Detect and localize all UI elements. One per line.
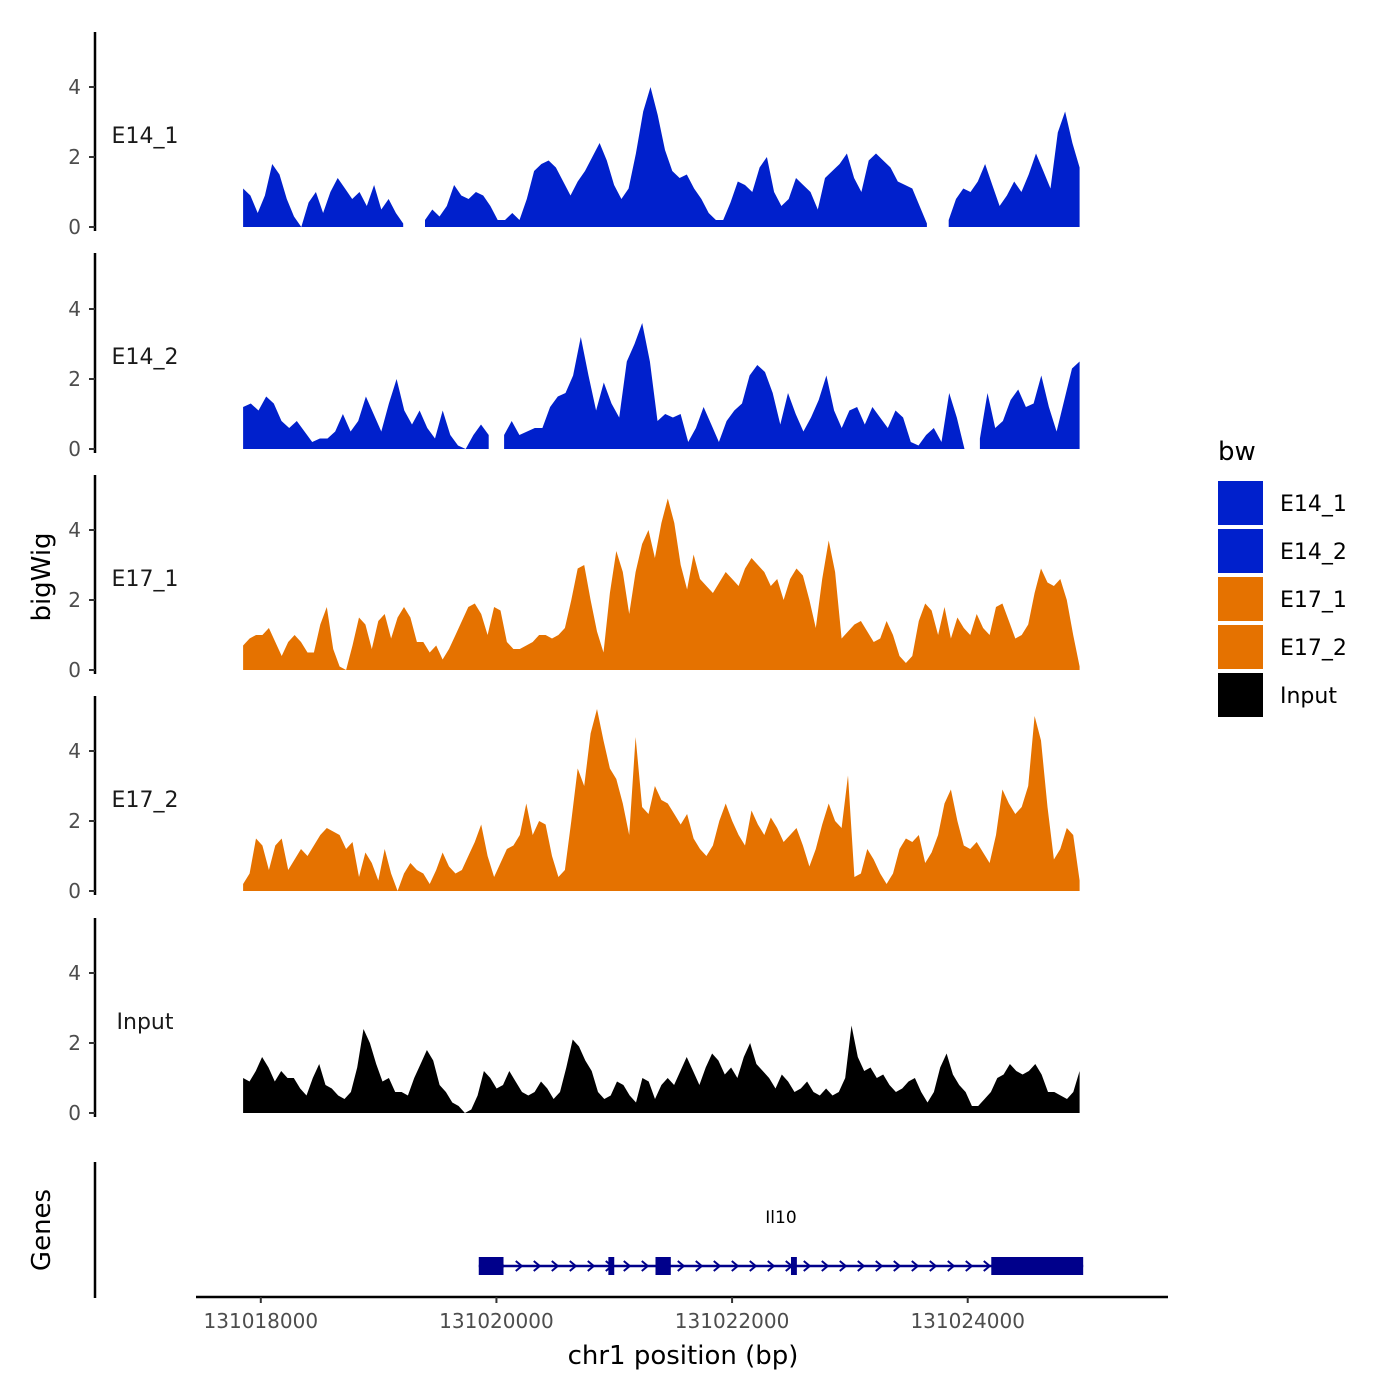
genes-panel: Il10 [93,1162,1084,1298]
coverage-area [243,379,489,449]
y-tick-label: 0 [68,1101,81,1125]
gene-il10: Il10 [478,1208,1084,1275]
y-tick-label: 2 [68,809,81,833]
coverage-area [948,111,1080,227]
strand-arrow [857,1260,866,1272]
genes-axis-title: Genes [27,1189,57,1271]
strand-arrow [767,1260,776,1272]
strand-arrow [551,1260,560,1272]
gene-exon [608,1257,615,1275]
legend-swatch [1218,673,1263,717]
y-tick-label: 4 [68,75,81,99]
y-tick-label: 0 [68,658,81,682]
strand-arrow [695,1260,704,1272]
track-e17-2: 0 2 4 E17_2 [68,696,1080,903]
strand-arrow [731,1260,740,1272]
gene-exon [991,1257,1084,1275]
legend: bw E14_1 E14_2 E17_1 E17_2 Input [1218,437,1347,717]
strand-arrow [515,1260,524,1272]
track-e17-1: 0 2 4 E17_1 [68,475,1080,682]
strand-arrow [803,1260,812,1272]
strand-arrow [533,1260,542,1272]
track-label: E17_1 [112,567,179,592]
strand-arrow [893,1260,902,1272]
legend-item: E14_1 [1218,481,1347,525]
legend-swatch [1218,529,1263,573]
strand-arrow [839,1260,848,1272]
legend-swatch [1218,625,1263,669]
legend-label: E14_2 [1280,540,1347,565]
y-tick-label: 2 [68,145,81,169]
x-tick-label: 131022000 [675,1309,790,1333]
legend-label: E17_1 [1280,588,1347,613]
y-tick-label: 4 [68,739,81,763]
strand-arrow [713,1260,722,1272]
coverage-area [504,323,965,449]
gene-exon [478,1257,504,1275]
strand-arrow [947,1260,956,1272]
track-input: 0 2 4 Input [68,918,1080,1125]
strand-arrow [965,1260,974,1272]
y-axis-title: bigWig [27,532,57,621]
legend-title: bw [1218,437,1256,467]
legend-item: E17_2 [1218,625,1347,669]
strand-arrow [911,1260,920,1272]
strand-arrow [749,1260,758,1272]
y-tick-label: 0 [68,879,81,903]
strand-arrow [641,1260,650,1272]
track-label: E17_2 [112,788,179,813]
coverage-tracks: 0 2 4 E14_1 0 2 4 E14_2 0 2 4 E17_1 0 2 4 E17_2 0 2 4 Input [68,32,1080,1125]
y-tick-label: 2 [68,1031,81,1055]
strand-arrow [569,1260,578,1272]
x-tick-label: 131024000 [910,1309,1025,1333]
strand-arrow [875,1260,884,1272]
coverage-area [243,164,404,227]
gene-exon [655,1257,671,1275]
legend-swatch [1218,577,1263,621]
track-label: E14_2 [112,345,179,370]
y-tick-label: 4 [68,297,81,321]
strand-arrow [821,1260,830,1272]
strand-arrow [677,1260,686,1272]
strand-arrow [983,1260,992,1272]
track-label: Input [117,1010,174,1035]
legend-swatch [1218,481,1263,525]
strand-arrow [929,1260,938,1272]
legend-item: Input [1218,673,1337,717]
coverage-area [243,498,1080,670]
x-axis-title: chr1 position (bp) [568,1341,799,1371]
coverage-area [243,709,1080,891]
gene-name-label: Il10 [765,1208,796,1228]
legend-item: E17_1 [1218,577,1347,621]
legend-label: E17_2 [1280,636,1347,661]
legend-label: Input [1280,684,1337,709]
coverage-area [979,361,1080,449]
coverage-area [425,87,927,227]
y-tick-label: 2 [68,588,81,612]
track-e14-1: 0 2 4 E14_1 [68,32,1080,239]
x-tick-label: 131020000 [439,1309,554,1333]
x-axis: 131018000 131020000 131022000 131024000 [196,1295,1168,1333]
legend-label: E14_1 [1280,492,1347,517]
track-e14-2: 0 2 4 E14_2 [68,253,1080,461]
track-label: E14_1 [112,124,179,149]
gene-exon [790,1257,797,1275]
x-tick-label: 131018000 [204,1309,319,1333]
legend-item: E14_2 [1218,529,1347,573]
strand-arrow [623,1260,632,1272]
coverage-area [243,1025,1080,1113]
y-tick-label: 0 [68,215,81,239]
y-tick-label: 2 [68,367,81,391]
y-tick-label: 0 [68,437,81,461]
y-tick-label: 4 [68,518,81,542]
y-tick-label: 4 [68,961,81,985]
strand-arrow [587,1260,596,1272]
